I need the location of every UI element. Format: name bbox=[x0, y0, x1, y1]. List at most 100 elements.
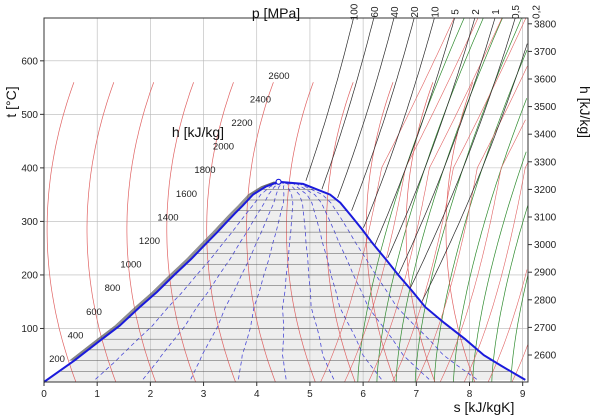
isobar-line bbox=[351, 17, 415, 211]
inner-h-label: 200 bbox=[49, 354, 65, 365]
inner-enthalpy-label: h [kJ/kg] bbox=[172, 124, 224, 140]
right-tick-label: 2600 bbox=[534, 351, 557, 362]
quality-line bbox=[238, 181, 286, 380]
dome-fill bbox=[44, 181, 526, 382]
isobar-line bbox=[71, 181, 277, 361]
inner-h-label: 1600 bbox=[176, 189, 197, 200]
isenthalpic-line bbox=[86, 82, 117, 383]
pressure-label: 0,5 bbox=[511, 5, 522, 19]
x-tick-label: 6 bbox=[360, 389, 366, 400]
isenthalpic-line bbox=[126, 82, 157, 383]
inner-h-label: 1800 bbox=[194, 165, 215, 176]
y-tick-label: 400 bbox=[21, 163, 38, 174]
isenthalpic-line bbox=[392, 17, 527, 383]
quality-line bbox=[278, 181, 294, 380]
isenthalpic-line bbox=[405, 82, 436, 383]
dome-fill-layer bbox=[44, 181, 526, 382]
y-tick-label: 600 bbox=[21, 56, 38, 67]
isenthalpic-line bbox=[416, 66, 528, 383]
isenthalpic-line bbox=[439, 119, 526, 383]
isobar-line bbox=[69, 181, 274, 361]
isochore-line bbox=[510, 274, 529, 383]
plot-frame bbox=[43, 17, 529, 383]
x-tick-label: 1 bbox=[94, 389, 100, 400]
right-tick-label: 3700 bbox=[534, 47, 557, 58]
isobar-line bbox=[421, 43, 528, 301]
pressure-label: 100 bbox=[350, 3, 361, 20]
inner-h-label: 800 bbox=[105, 283, 121, 294]
inner-h-label: 600 bbox=[86, 307, 102, 318]
right-tick-label: 3600 bbox=[534, 75, 557, 86]
right-axis-label: h [kJ/kg] bbox=[577, 86, 590, 138]
inner-h-label: 2000 bbox=[213, 142, 234, 153]
quality-line bbox=[278, 181, 478, 380]
saturation-dome-layer bbox=[43, 178, 526, 383]
x-tick-label: 2 bbox=[148, 389, 154, 400]
x-tick-label: 0 bbox=[41, 389, 47, 400]
isobar-line bbox=[374, 17, 455, 246]
right-tick-label: 2900 bbox=[534, 268, 557, 279]
x-axis-label: s [kJ/kgK] bbox=[454, 399, 515, 415]
pressure-label: 40 bbox=[390, 6, 401, 18]
isobar-line bbox=[69, 181, 275, 361]
isenthalpic-line bbox=[46, 82, 77, 383]
top-axis-label: p [MPa] bbox=[252, 5, 300, 21]
quality-layer bbox=[95, 181, 478, 380]
isobar-line bbox=[337, 17, 395, 199]
quality-line bbox=[142, 181, 280, 380]
isenthalpic-line bbox=[365, 82, 396, 383]
isobar-line bbox=[410, 17, 516, 288]
right-tick-label: 3400 bbox=[534, 130, 557, 141]
right-tick-label: 3300 bbox=[534, 157, 557, 168]
isochore-line bbox=[472, 151, 527, 383]
label-layer: t [°C] s [kJ/kgK] p [MPa] h [kJ/kg] h [k… bbox=[3, 3, 590, 415]
y-axis-label: t [°C] bbox=[3, 86, 19, 117]
x-tick-label: 3 bbox=[201, 389, 207, 400]
x-tick-label: 9 bbox=[520, 389, 526, 400]
isochore-line bbox=[491, 205, 529, 383]
isenthalpic-line bbox=[344, 17, 479, 383]
isobar-line bbox=[70, 181, 275, 361]
isobar-line bbox=[70, 181, 276, 361]
right-tick-label: 3200 bbox=[534, 185, 557, 196]
isobar-line bbox=[387, 17, 476, 258]
quality-line bbox=[190, 181, 283, 380]
isenthalpic-line bbox=[320, 17, 455, 383]
y-tick-label: 100 bbox=[21, 324, 38, 335]
pressure-label: 10 bbox=[430, 6, 441, 18]
y-tick-label: 500 bbox=[21, 110, 38, 121]
isobar-line bbox=[321, 17, 375, 190]
x-tick-label: 7 bbox=[414, 389, 420, 400]
y-tick-label: 300 bbox=[21, 217, 38, 228]
inner-h-label: 1400 bbox=[157, 212, 178, 223]
x-tick-label: 5 bbox=[307, 389, 313, 400]
isobar-line bbox=[305, 17, 354, 181]
inner-h-label: 2600 bbox=[268, 71, 289, 82]
isobar-line bbox=[397, 17, 496, 276]
quality-line bbox=[278, 181, 430, 380]
right-tick-label: 2700 bbox=[534, 323, 557, 334]
pressure-label: 60 bbox=[370, 6, 381, 18]
isobar-line bbox=[70, 181, 275, 361]
pressure-label: 20 bbox=[410, 6, 421, 18]
right-tick-label: 2800 bbox=[534, 295, 557, 306]
isochore-line bbox=[434, 49, 528, 383]
pressure-label: 0,2 bbox=[531, 5, 542, 19]
x-tick-label: 8 bbox=[467, 389, 473, 400]
inner-h-label: 400 bbox=[68, 330, 84, 341]
quality-line bbox=[278, 181, 335, 380]
x-tick-label: 4 bbox=[254, 389, 260, 400]
right-tick-label: 3800 bbox=[534, 19, 557, 30]
isobar-line bbox=[72, 181, 277, 361]
pressure-label: 5 bbox=[451, 9, 462, 15]
y-tick-label: 200 bbox=[21, 270, 38, 281]
isenthalpic-line bbox=[206, 82, 236, 383]
isobar-line bbox=[363, 17, 435, 228]
critical-point bbox=[275, 178, 282, 185]
right-tick-label: 3100 bbox=[534, 213, 557, 224]
isobar-line bbox=[71, 181, 276, 361]
isochore-line bbox=[376, 17, 484, 383]
inner-h-label: 2200 bbox=[231, 118, 252, 129]
pressure-label: 2 bbox=[471, 9, 482, 15]
isochore-line bbox=[395, 17, 503, 383]
